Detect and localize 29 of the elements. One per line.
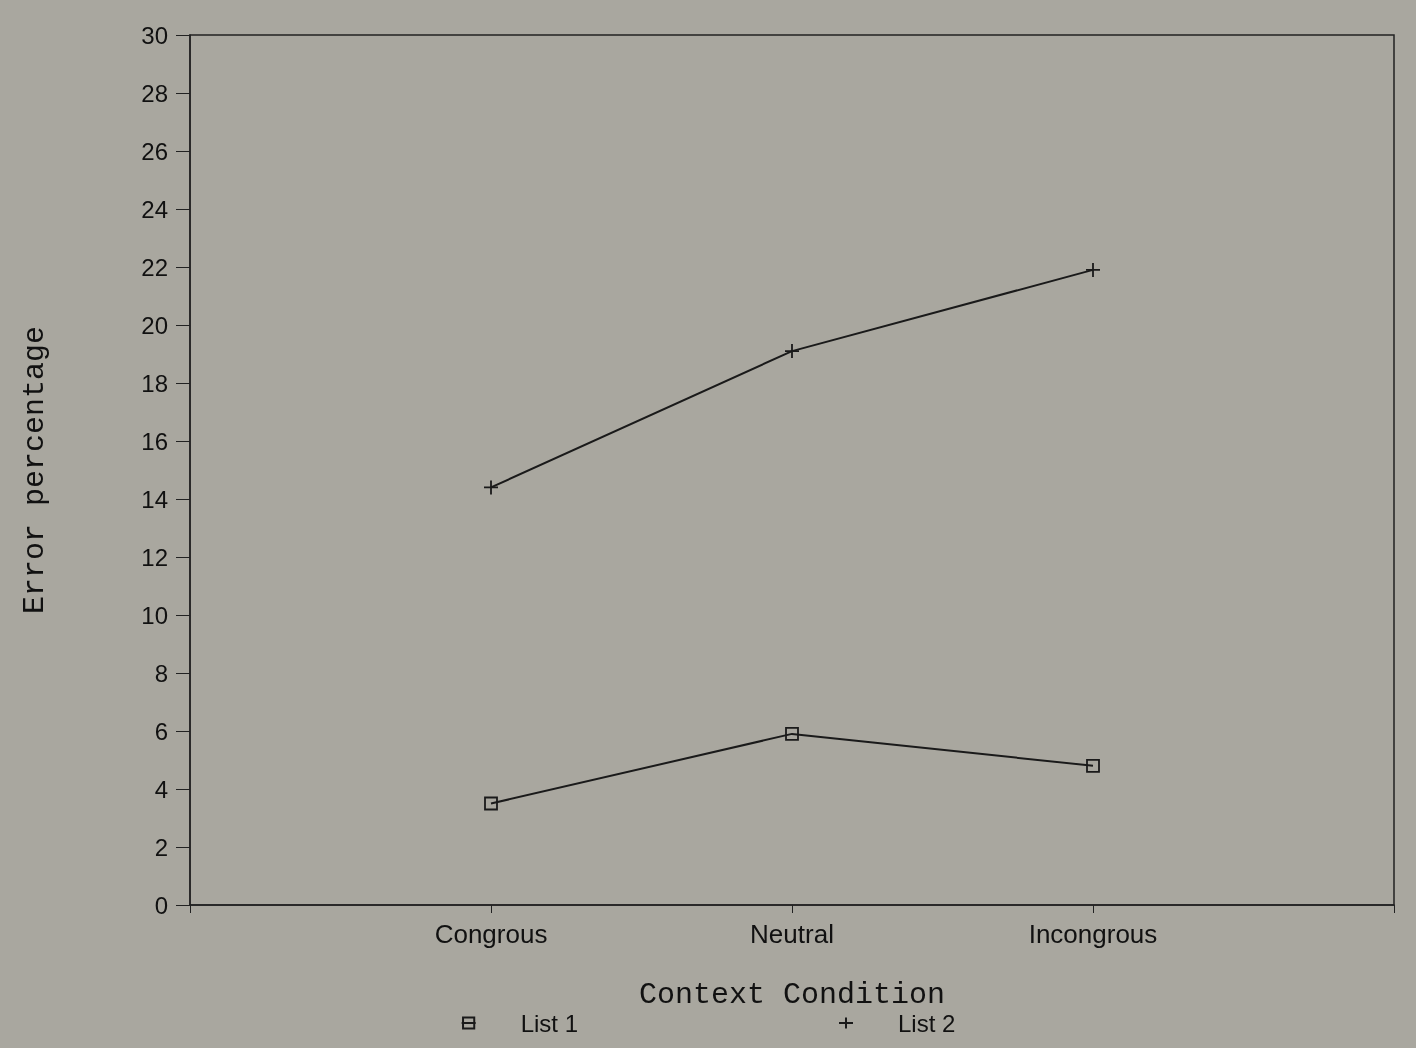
y-tick-label: 14 — [141, 485, 168, 513]
x-tick-label: Neutral — [750, 919, 834, 949]
y-tick-label: 26 — [141, 137, 168, 165]
y-tick-label: 2 — [154, 833, 168, 861]
point — [1086, 758, 1100, 773]
y-tick-label: 30 — [141, 21, 168, 49]
point — [1085, 262, 1101, 278]
y-tick-label: 8 — [154, 659, 168, 687]
legend-label: List 1 — [520, 1009, 579, 1037]
point — [785, 727, 799, 741]
y-tick-label: 0 — [154, 891, 168, 919]
y-tick-label: 20 — [141, 311, 168, 339]
y-tick-label: 24 — [141, 195, 168, 223]
y-tick-label: 28 — [141, 79, 168, 107]
y-tick-label: 12 — [141, 543, 168, 571]
point — [483, 479, 499, 496]
x-axis-title: Context Condition — [638, 978, 946, 1012]
x-tick-label: Congrous — [434, 919, 548, 949]
y-tick-label: 4 — [154, 775, 168, 803]
legend-label: List 2 — [898, 1009, 956, 1037]
y-tick-label: 16 — [141, 427, 168, 455]
y-tick-label: 22 — [141, 253, 168, 281]
point — [484, 796, 498, 811]
y-tick-label: 18 — [141, 369, 168, 397]
y-tick-label: 10 — [141, 601, 168, 629]
y-axis-title: Error percentage — [18, 325, 52, 615]
point — [784, 343, 800, 359]
x-tick-label: Incongrous — [1028, 919, 1158, 949]
y-tick-label: 6 — [154, 717, 168, 745]
